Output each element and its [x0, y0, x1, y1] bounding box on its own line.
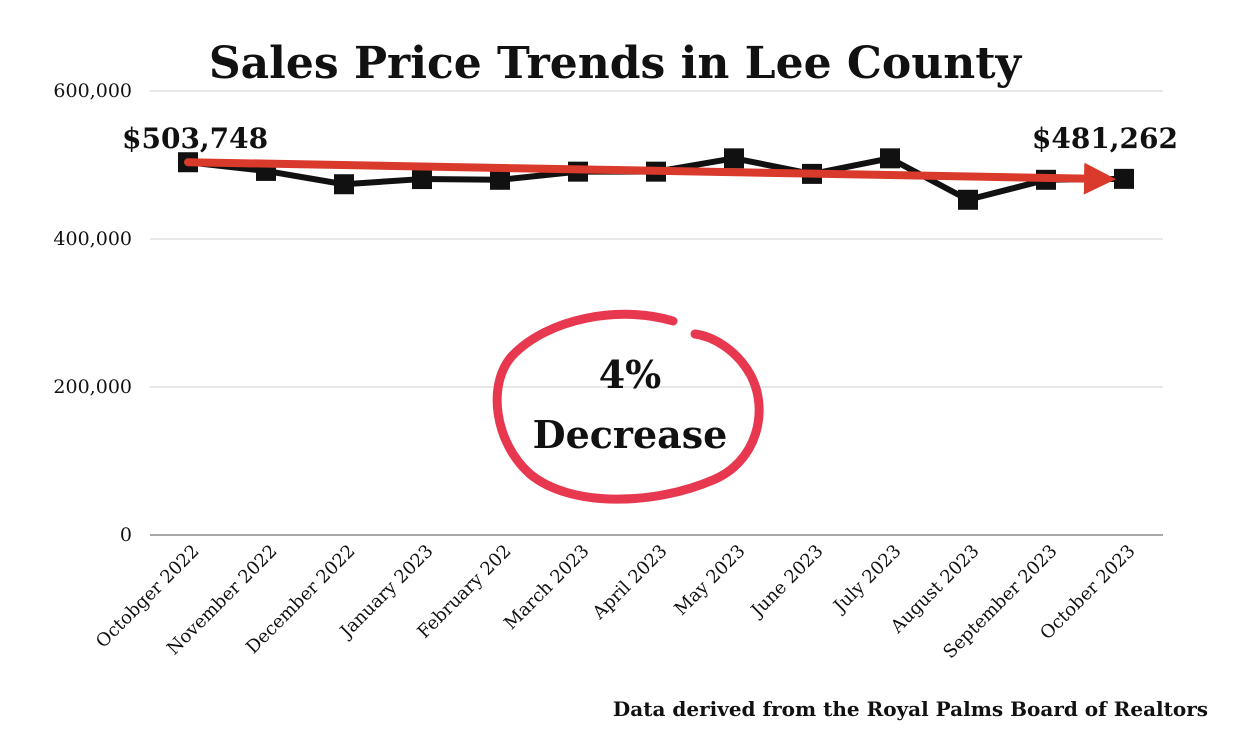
y-tick-label: 600,000: [53, 80, 132, 102]
end-value-label: $481,262: [1032, 122, 1178, 155]
data-point: [724, 148, 744, 169]
data-point: [958, 189, 978, 210]
callout-decrease: Decrease: [533, 412, 728, 457]
source-note: Data derived from the Royal Palms Board …: [613, 697, 1208, 721]
callout-circle: [492, 309, 764, 504]
x-tick-label: May 2023: [670, 541, 749, 620]
data-point: [490, 169, 510, 190]
start-value-label: $503,748: [122, 122, 268, 155]
y-tick-label: 0: [120, 524, 132, 546]
data-point: [1114, 168, 1134, 189]
x-tick-label: April 2023: [588, 541, 672, 625]
x-tick-label: July 2023: [828, 541, 905, 618]
callout-percent: 4%: [599, 352, 662, 397]
gridlines: [150, 90, 1163, 536]
data-point: [880, 148, 900, 169]
y-tick-label: 200,000: [53, 376, 132, 398]
y-tick-label: 400,000: [53, 228, 132, 250]
y-axis-ticks: 0 200,000 400,000 600,000: [53, 80, 132, 546]
trend-arrow: [184, 158, 1116, 195]
chart-title: Sales Price Trends in Lee County: [209, 38, 1023, 89]
data-point: [412, 169, 432, 190]
data-point: [334, 174, 354, 195]
x-tick-label: June 2023: [746, 541, 828, 623]
